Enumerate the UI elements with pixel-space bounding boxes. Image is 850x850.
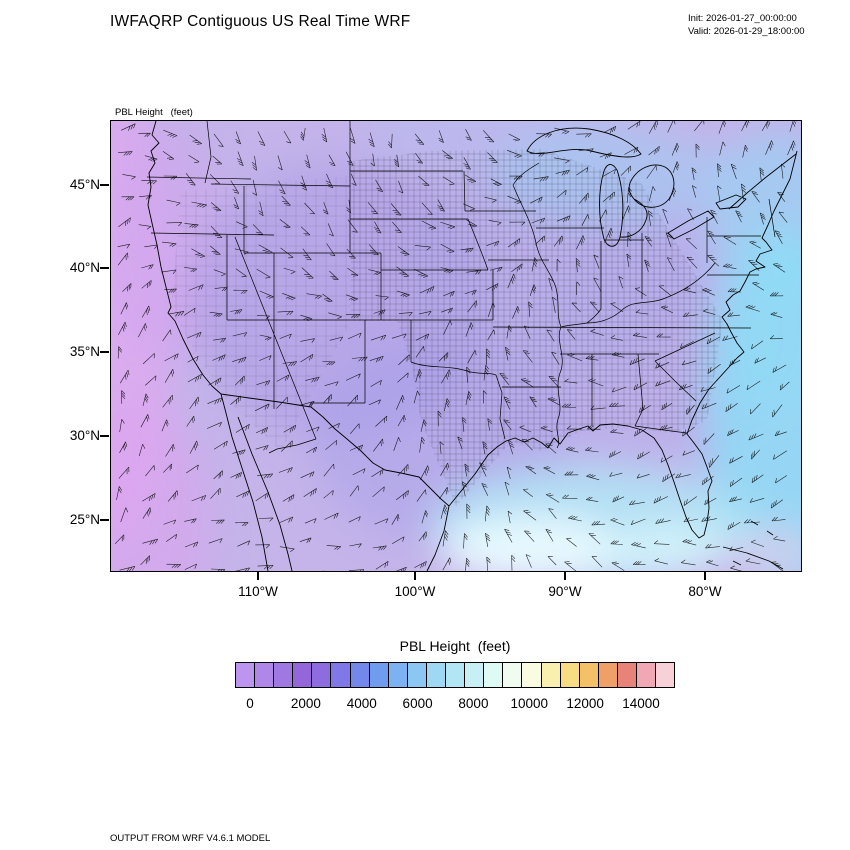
colorbar-cell	[311, 663, 331, 687]
colorbar-cell	[578, 663, 598, 687]
lat-label-30n: 30°N	[69, 428, 100, 443]
colorbar-cell	[559, 663, 579, 687]
plot-area	[110, 120, 802, 572]
lon-label-100w: 100°W	[394, 584, 436, 599]
wind-barbs	[114, 121, 797, 571]
lon-tick-mark	[564, 571, 566, 580]
colorbar-cell	[330, 663, 350, 687]
colorbar-cell	[616, 663, 636, 687]
colorbar-cell	[254, 663, 274, 687]
colorbar-cell	[464, 663, 484, 687]
colorbar-tick-label: 6000	[402, 696, 433, 711]
colorbar-title: PBL Height (feet)	[399, 638, 511, 654]
init-time: Init: 2026-01-27_00:00:00	[688, 13, 797, 24]
lat-tick-mark	[100, 519, 109, 521]
lon-tick-mark	[704, 571, 706, 580]
lon-tick-mark	[414, 571, 416, 580]
colorbar-cell	[655, 663, 675, 687]
lon-tick-mark	[257, 571, 259, 580]
colorbar-cell	[368, 663, 388, 687]
colorbar-cell	[406, 663, 426, 687]
colorbar-tick-label: 12000	[566, 696, 604, 711]
colorbar-tick-label: 2000	[290, 696, 321, 711]
colorbar-cell	[445, 663, 465, 687]
colorbar-tick-label: 8000	[458, 696, 489, 711]
lat-label-40n: 40°N	[69, 260, 100, 275]
field-label-pbl: PBL Height (feet)	[115, 107, 193, 118]
colorbar-cell	[635, 663, 656, 687]
colorbar-cell	[521, 663, 541, 687]
colorbar-tick-labels: 0 2000 4000 6000 8000 10000 12000 14000	[235, 696, 675, 712]
plot-title: IWFAQRP Contiguous US Real Time WRF	[110, 13, 411, 30]
colorbar-cell	[273, 663, 293, 687]
lat-tick-mark	[100, 267, 109, 269]
colorbar-cell	[387, 663, 407, 687]
colorbar-cell	[483, 663, 503, 687]
model-info-line1: OUTPUT FROM WRF V4.6.1 MODEL	[110, 833, 271, 844]
colorbar-tick-label: 4000	[346, 696, 377, 711]
lat-label-45n: 45°N	[69, 177, 100, 192]
lon-label-90w: 90°W	[548, 584, 582, 599]
valid-time: Valid: 2026-01-29_18:00:00	[688, 26, 805, 37]
colorbar-cell	[236, 663, 255, 687]
colorbar-cell	[597, 663, 617, 687]
lat-tick-mark	[100, 435, 109, 437]
colorbar-tick-label: 10000	[510, 696, 549, 711]
colorbar-cell	[425, 663, 446, 687]
model-info: OUTPUT FROM WRF V4.6.1 MODEL WE = 580 ; …	[110, 806, 484, 850]
colorbar-tick-label: 14000	[622, 696, 660, 711]
lon-label-110w: 110°W	[238, 584, 278, 599]
lon-label-80w: 80°W	[688, 584, 722, 599]
lat-tick-mark	[100, 184, 109, 186]
colorbar-cell	[349, 663, 369, 687]
colorbar-cell	[502, 663, 522, 687]
lat-label-25n: 25°N	[69, 512, 100, 527]
colorbar-tick-label: 0	[246, 696, 254, 711]
map-canvas	[111, 121, 801, 571]
colorbar-cell	[540, 663, 560, 687]
state-borders	[146, 121, 776, 454]
lat-tick-mark	[100, 351, 109, 353]
run-times: Init: 2026-01-27_00:00:00 Valid: 2026-01…	[688, 12, 805, 38]
colorbar	[235, 662, 675, 688]
colorbar-cell	[292, 663, 312, 687]
lat-label-35n: 35°N	[69, 344, 100, 359]
